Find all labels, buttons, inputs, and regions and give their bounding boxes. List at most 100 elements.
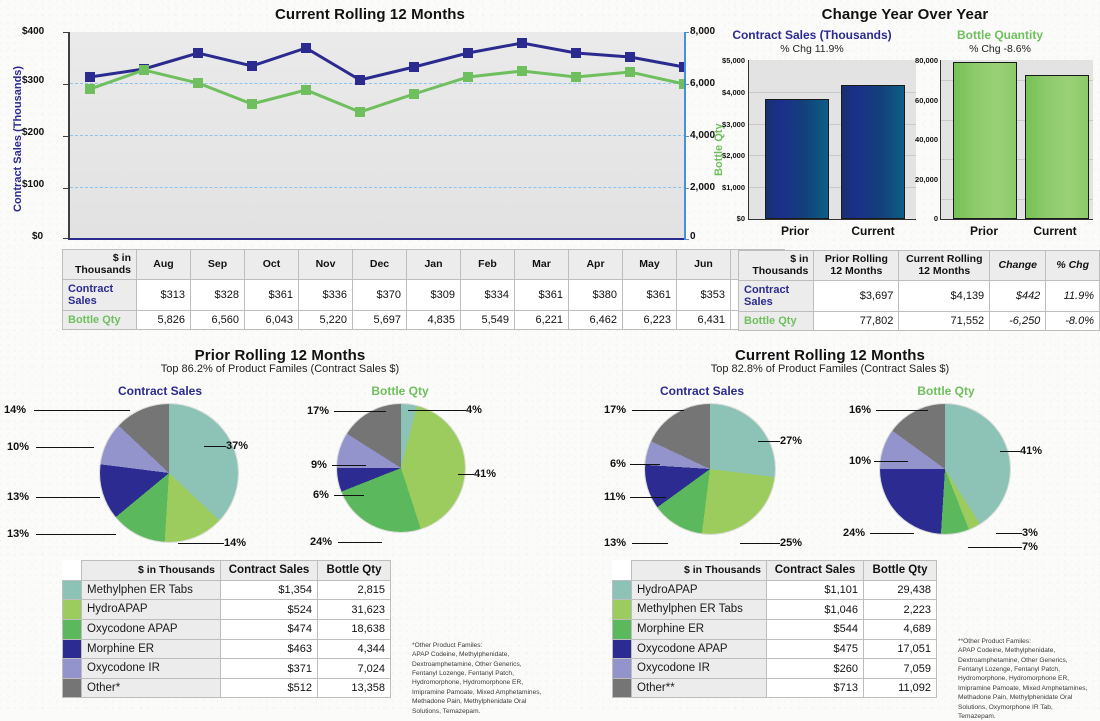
month-header-feb: Feb xyxy=(460,248,515,281)
y-right-tick-0: 0 xyxy=(690,231,696,242)
yoy-left-chart-subtitle: % Chg 11.9% xyxy=(780,43,844,55)
prior-cs-label-13a: 13% xyxy=(7,528,30,540)
cell-bottle-apr: 6,462 xyxy=(568,310,623,331)
yoy-cell-contract-prior: $3,697 xyxy=(813,280,900,313)
cur-bq-label-16: 16% xyxy=(849,404,872,416)
prior-swatch-4 xyxy=(62,658,82,679)
table-row: Morphine ER $544 4,689 xyxy=(612,618,937,640)
yoy-cell-bottle-current: 71,552 xyxy=(898,311,991,332)
bar-prior-bottle-qty xyxy=(953,62,1017,219)
table-row: Bottle Qty 5,826 6,560 6,043 5,220 5,697… xyxy=(62,310,785,331)
cell-contract-jun: $353 xyxy=(676,279,731,312)
prior-cs-label-14a: 14% xyxy=(4,404,27,416)
yoy-right-chart-title: Bottle Quantity xyxy=(957,28,1043,42)
table-row: Oxycodone IR $260 7,059 xyxy=(612,658,937,679)
yoy-cell-contract-current: $4,139 xyxy=(898,280,991,313)
yoy-left-tick-2000: $2,000 xyxy=(722,151,745,160)
current-swatch-0 xyxy=(612,579,632,601)
yoy-right-tick-20000: 20,000 xyxy=(915,175,938,184)
prior-swatch-1 xyxy=(62,599,82,620)
prior-header-contract-sales: Contract Sales xyxy=(220,560,318,581)
table-row: Contract Sales $3,697 $4,139 $442 11.9% xyxy=(737,280,1100,313)
yoy-cell-contract-change: $442 xyxy=(989,280,1047,313)
prior-bq-label-9: 9% xyxy=(311,459,327,471)
yoy-left-cat-prior: Prior xyxy=(780,224,809,238)
prior-qty-0: 2,815 xyxy=(317,579,391,601)
cell-bottle-jun: 6,431 xyxy=(676,310,731,331)
yoy-table: $ in Thousands Prior Rolling 12 Months C… xyxy=(737,249,1100,332)
current-qty-5: 11,092 xyxy=(863,677,937,699)
yoy-row-label-bottle-qty: Bottle Qty xyxy=(737,311,815,332)
cur-bq-label-7: 7% xyxy=(1022,541,1038,553)
cur-bq-label-41: 41% xyxy=(1020,445,1043,457)
months-table-corner: $ in Thousands xyxy=(62,248,137,281)
prior-table-corner: $ in Thousands xyxy=(81,560,221,581)
month-header-jun: Jun xyxy=(676,248,731,281)
yoy-right-tick-80000: 80,000 xyxy=(915,56,938,65)
row-label-contract-sales: Contract Sales xyxy=(62,279,137,312)
month-header-nov: Nov xyxy=(298,248,353,281)
cur-cs-label-25: 25% xyxy=(780,537,803,549)
current-product-4: Oxycodone IR xyxy=(631,658,767,679)
yoy-left-chart-title: Contract Sales (Thousands) xyxy=(732,28,892,42)
line-chart-title: Current Rolling 12 Months xyxy=(275,6,465,23)
yoy-right-cat-current: Current xyxy=(1033,224,1077,238)
cur-cs-label-11: 11% xyxy=(604,491,626,503)
cell-bottle-nov: 5,220 xyxy=(298,310,353,331)
current-product-5: Other** xyxy=(631,677,767,699)
table-row: Morphine ER $463 4,344 xyxy=(62,638,391,660)
table-row: Methylphen ER Tabs $1,046 2,223 xyxy=(612,599,937,620)
month-header-apr: Apr xyxy=(568,248,623,281)
cell-bottle-sep: 6,560 xyxy=(190,310,245,331)
prior-sales-3: $463 xyxy=(220,638,318,660)
bar-current-bottle-qty xyxy=(1025,75,1089,219)
yoy-right-tick-60000: 60,000 xyxy=(915,96,938,105)
y-left-tick-100: $100 xyxy=(22,179,45,190)
month-header-dec: Dec xyxy=(352,248,407,281)
prior-sales-2: $474 xyxy=(220,618,318,640)
prior-bottle-qty-pie xyxy=(337,404,465,532)
cur-cs-label-17: 17% xyxy=(604,404,627,416)
current-sales-4: $260 xyxy=(766,658,864,679)
prior-bq-label-41: 41% xyxy=(474,468,497,480)
cell-contract-aug: $313 xyxy=(136,279,191,312)
yoy-left-tick-1000: $1,000 xyxy=(722,183,745,192)
current-swatch-5 xyxy=(612,677,632,699)
cell-contract-may: $361 xyxy=(622,279,677,312)
prior-pie-right-title: Bottle Qty xyxy=(371,384,429,398)
yoy-left-tick-0: $0 xyxy=(736,214,745,223)
prior-cs-label-10: 10% xyxy=(7,441,30,453)
cell-bottle-mar: 6,221 xyxy=(514,310,569,331)
cur-bq-label-10: 10% xyxy=(849,455,872,467)
y-left-tick-200: $200 xyxy=(22,127,45,138)
prior-qty-1: 31,623 xyxy=(317,599,391,620)
table-row: Oxycodone APAP $474 18,638 xyxy=(62,618,391,640)
current-sales-3: $475 xyxy=(766,638,864,660)
yoy-title: Change Year Over Year xyxy=(821,6,989,23)
yoy-right-tick-0: 0 xyxy=(933,214,938,223)
yoy-left-tick-3000: $3,000 xyxy=(722,120,745,129)
table-row: Methylphen ER Tabs $1,354 2,815 xyxy=(62,579,391,601)
cell-bottle-dec: 5,697 xyxy=(352,310,407,331)
bar-prior-contract-sales xyxy=(765,99,829,219)
y-right-tick-6000: 6,000 xyxy=(690,78,716,89)
prior-sales-0: $1,354 xyxy=(220,579,318,601)
current-swatch-1 xyxy=(612,599,632,620)
current-sales-2: $544 xyxy=(766,618,864,640)
prior-swatch-0 xyxy=(62,579,82,601)
current-qty-1: 2,223 xyxy=(863,599,937,620)
cell-contract-mar: $361 xyxy=(514,279,569,312)
cur-cs-label-6: 6% xyxy=(610,458,626,470)
yoy-left-tick-4000: $4,000 xyxy=(722,88,745,97)
current-sales-1: $1,046 xyxy=(766,599,864,620)
yoy-header-prior: Prior Rolling 12 Months xyxy=(813,249,900,282)
month-header-mar: Mar xyxy=(514,248,569,281)
current-swatch-4 xyxy=(612,658,632,679)
month-header-jan: Jan xyxy=(406,248,461,281)
cell-bottle-aug: 5,826 xyxy=(136,310,191,331)
yoy-right-tick-40000: 40,000 xyxy=(915,135,938,144)
prior-header-bottle-qty: Bottle Qty xyxy=(317,560,391,581)
prior-section-subtitle: Top 86.2% of Product Familes (Contract S… xyxy=(160,363,400,375)
table-row: HydroAPAP $1,101 29,438 xyxy=(612,579,937,601)
